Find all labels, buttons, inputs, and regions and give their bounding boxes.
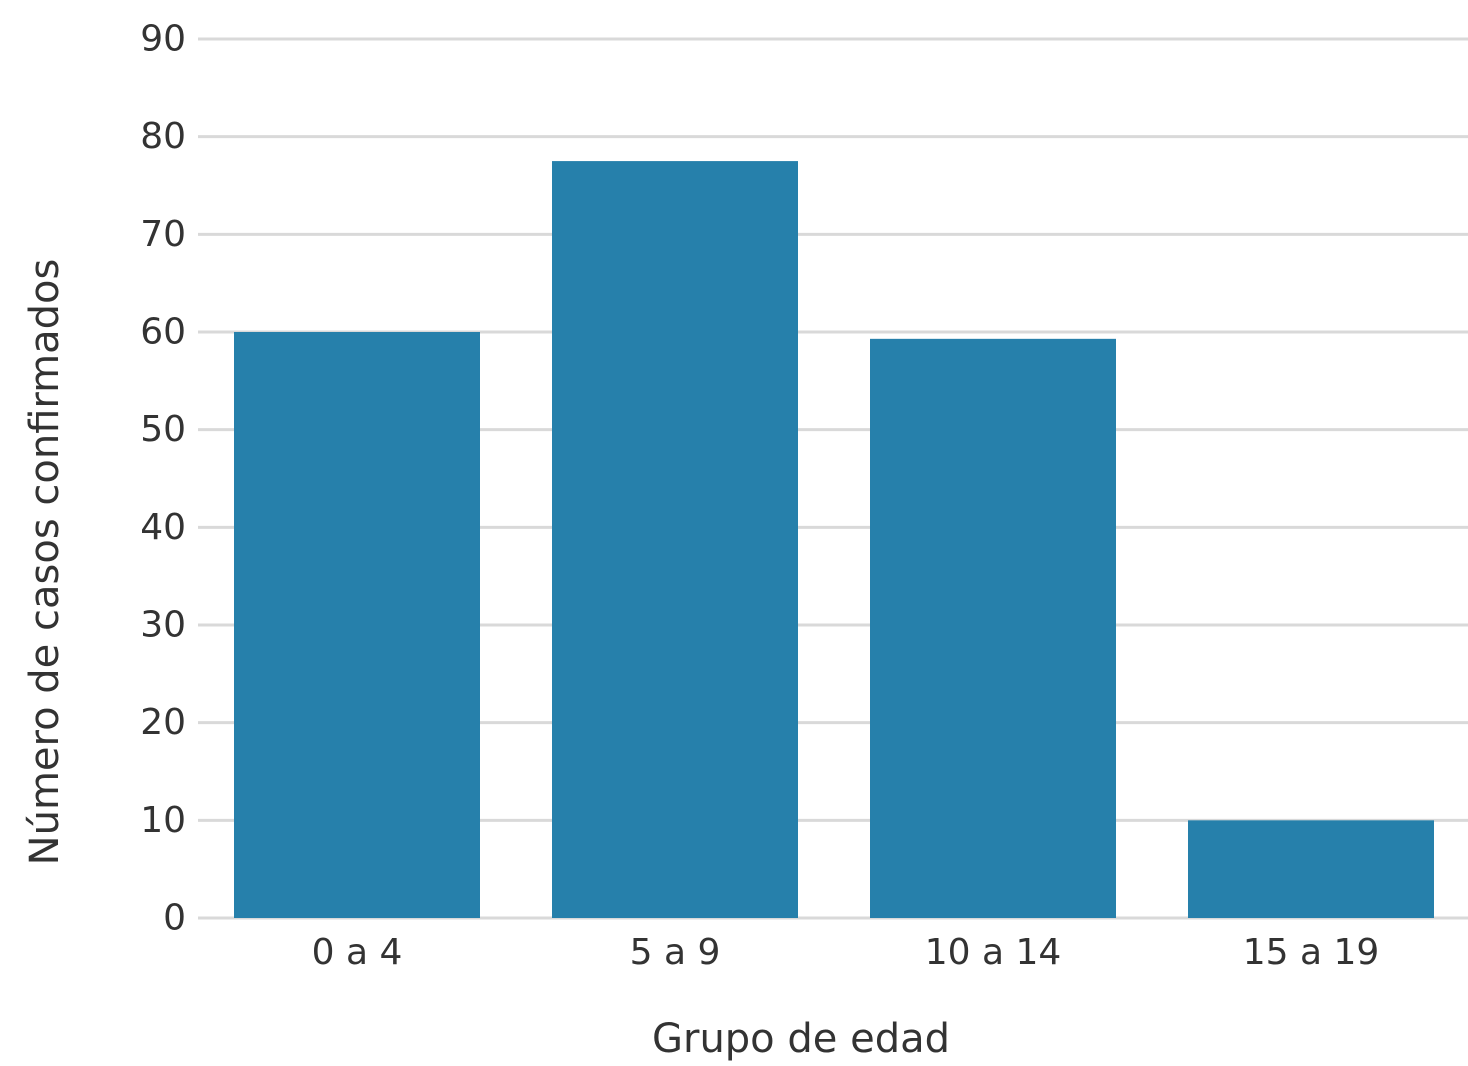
x-tick-label: 15 a 19 xyxy=(1243,932,1380,973)
y-tick-label: 80 xyxy=(140,116,186,157)
y-tick-label: 20 xyxy=(140,702,186,743)
x-tick-label: 10 a 14 xyxy=(925,932,1062,973)
bar xyxy=(552,161,798,919)
bars xyxy=(234,161,1434,919)
y-tick-label: 90 xyxy=(140,19,186,60)
y-tick-label: 40 xyxy=(140,507,186,548)
y-axis-title: Número de casos confirmados xyxy=(22,259,68,866)
x-tick-label: 5 a 9 xyxy=(630,932,721,973)
bar xyxy=(870,338,1116,918)
y-axis-ticks: 0 10 20 30 40 50 60 70 80 90 xyxy=(140,19,186,939)
x-tick-label: 0 a 4 xyxy=(312,932,403,973)
y-tick-label: 30 xyxy=(140,605,186,646)
bar xyxy=(234,332,480,918)
y-tick-label: 0 xyxy=(163,898,186,939)
x-axis-title: Grupo de edad xyxy=(652,1016,950,1062)
x-axis-ticks: 0 a 4 5 a 9 10 a 14 15 a 19 xyxy=(312,932,1380,973)
y-tick-label: 50 xyxy=(140,409,186,450)
y-tick-label: 70 xyxy=(140,214,186,255)
y-tick-label: 10 xyxy=(140,800,186,841)
bar xyxy=(1188,820,1434,918)
y-tick-label: 60 xyxy=(140,312,186,353)
